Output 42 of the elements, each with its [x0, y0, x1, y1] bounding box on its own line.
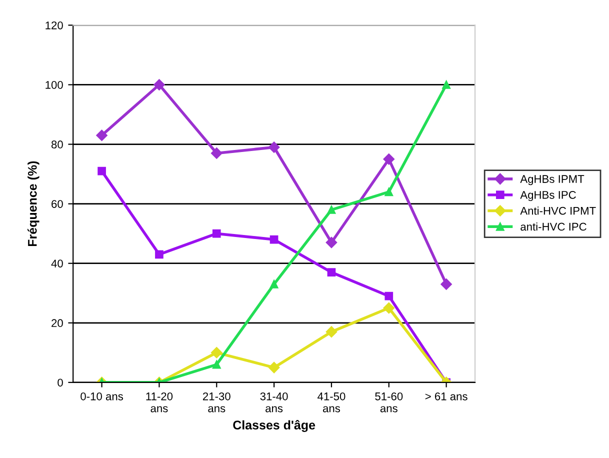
y-tick-label: 80 [51, 140, 63, 148]
point [326, 326, 338, 338]
point [268, 362, 280, 374]
point [270, 280, 278, 288]
point [326, 236, 338, 248]
y-axis-title: Fréquence (%) [28, 161, 40, 246]
point [155, 250, 164, 259]
point [96, 130, 108, 141]
x-axis-title: Classes d'âge [233, 420, 316, 432]
x-tick-label: 41-50 ans [318, 392, 346, 412]
point [383, 154, 394, 165]
x-tick-label: 21-30 ans [202, 392, 230, 412]
point [154, 79, 165, 90]
point [211, 347, 222, 358]
x-tick-label: 51-60 ans [375, 392, 403, 412]
point [212, 229, 221, 238]
point [384, 188, 394, 196]
x-tick-label: > 61 ans [425, 392, 468, 400]
point [383, 302, 394, 314]
point [327, 206, 336, 214]
x-tick-label: 0-10 ans [80, 392, 124, 400]
point [440, 278, 452, 290]
legend-label: AgHBs IPMT [520, 175, 584, 186]
x-tick-label: 11-20 ans [146, 392, 173, 412]
y-tick-label: 40 [51, 260, 63, 268]
y-tick-label: 20 [52, 319, 63, 328]
legend-label: anti-HVC IPC [520, 222, 586, 231]
legend-label: AgHBs IPC [520, 190, 576, 202]
point [442, 80, 450, 89]
y-tick-label: 100 [46, 80, 63, 89]
point [212, 360, 221, 369]
y-tick-label: 0 [58, 378, 63, 387]
y-tick-label: 60 [52, 200, 63, 208]
legend-label: Anti-HVC IPMT [520, 206, 596, 215]
point [327, 268, 336, 276]
y-tick-label: 120 [46, 21, 63, 30]
point [384, 292, 394, 300]
point [211, 148, 222, 159]
x-tick-label: 31-40 ans [260, 392, 288, 412]
point [270, 235, 278, 244]
point [98, 166, 106, 176]
point [268, 142, 280, 153]
